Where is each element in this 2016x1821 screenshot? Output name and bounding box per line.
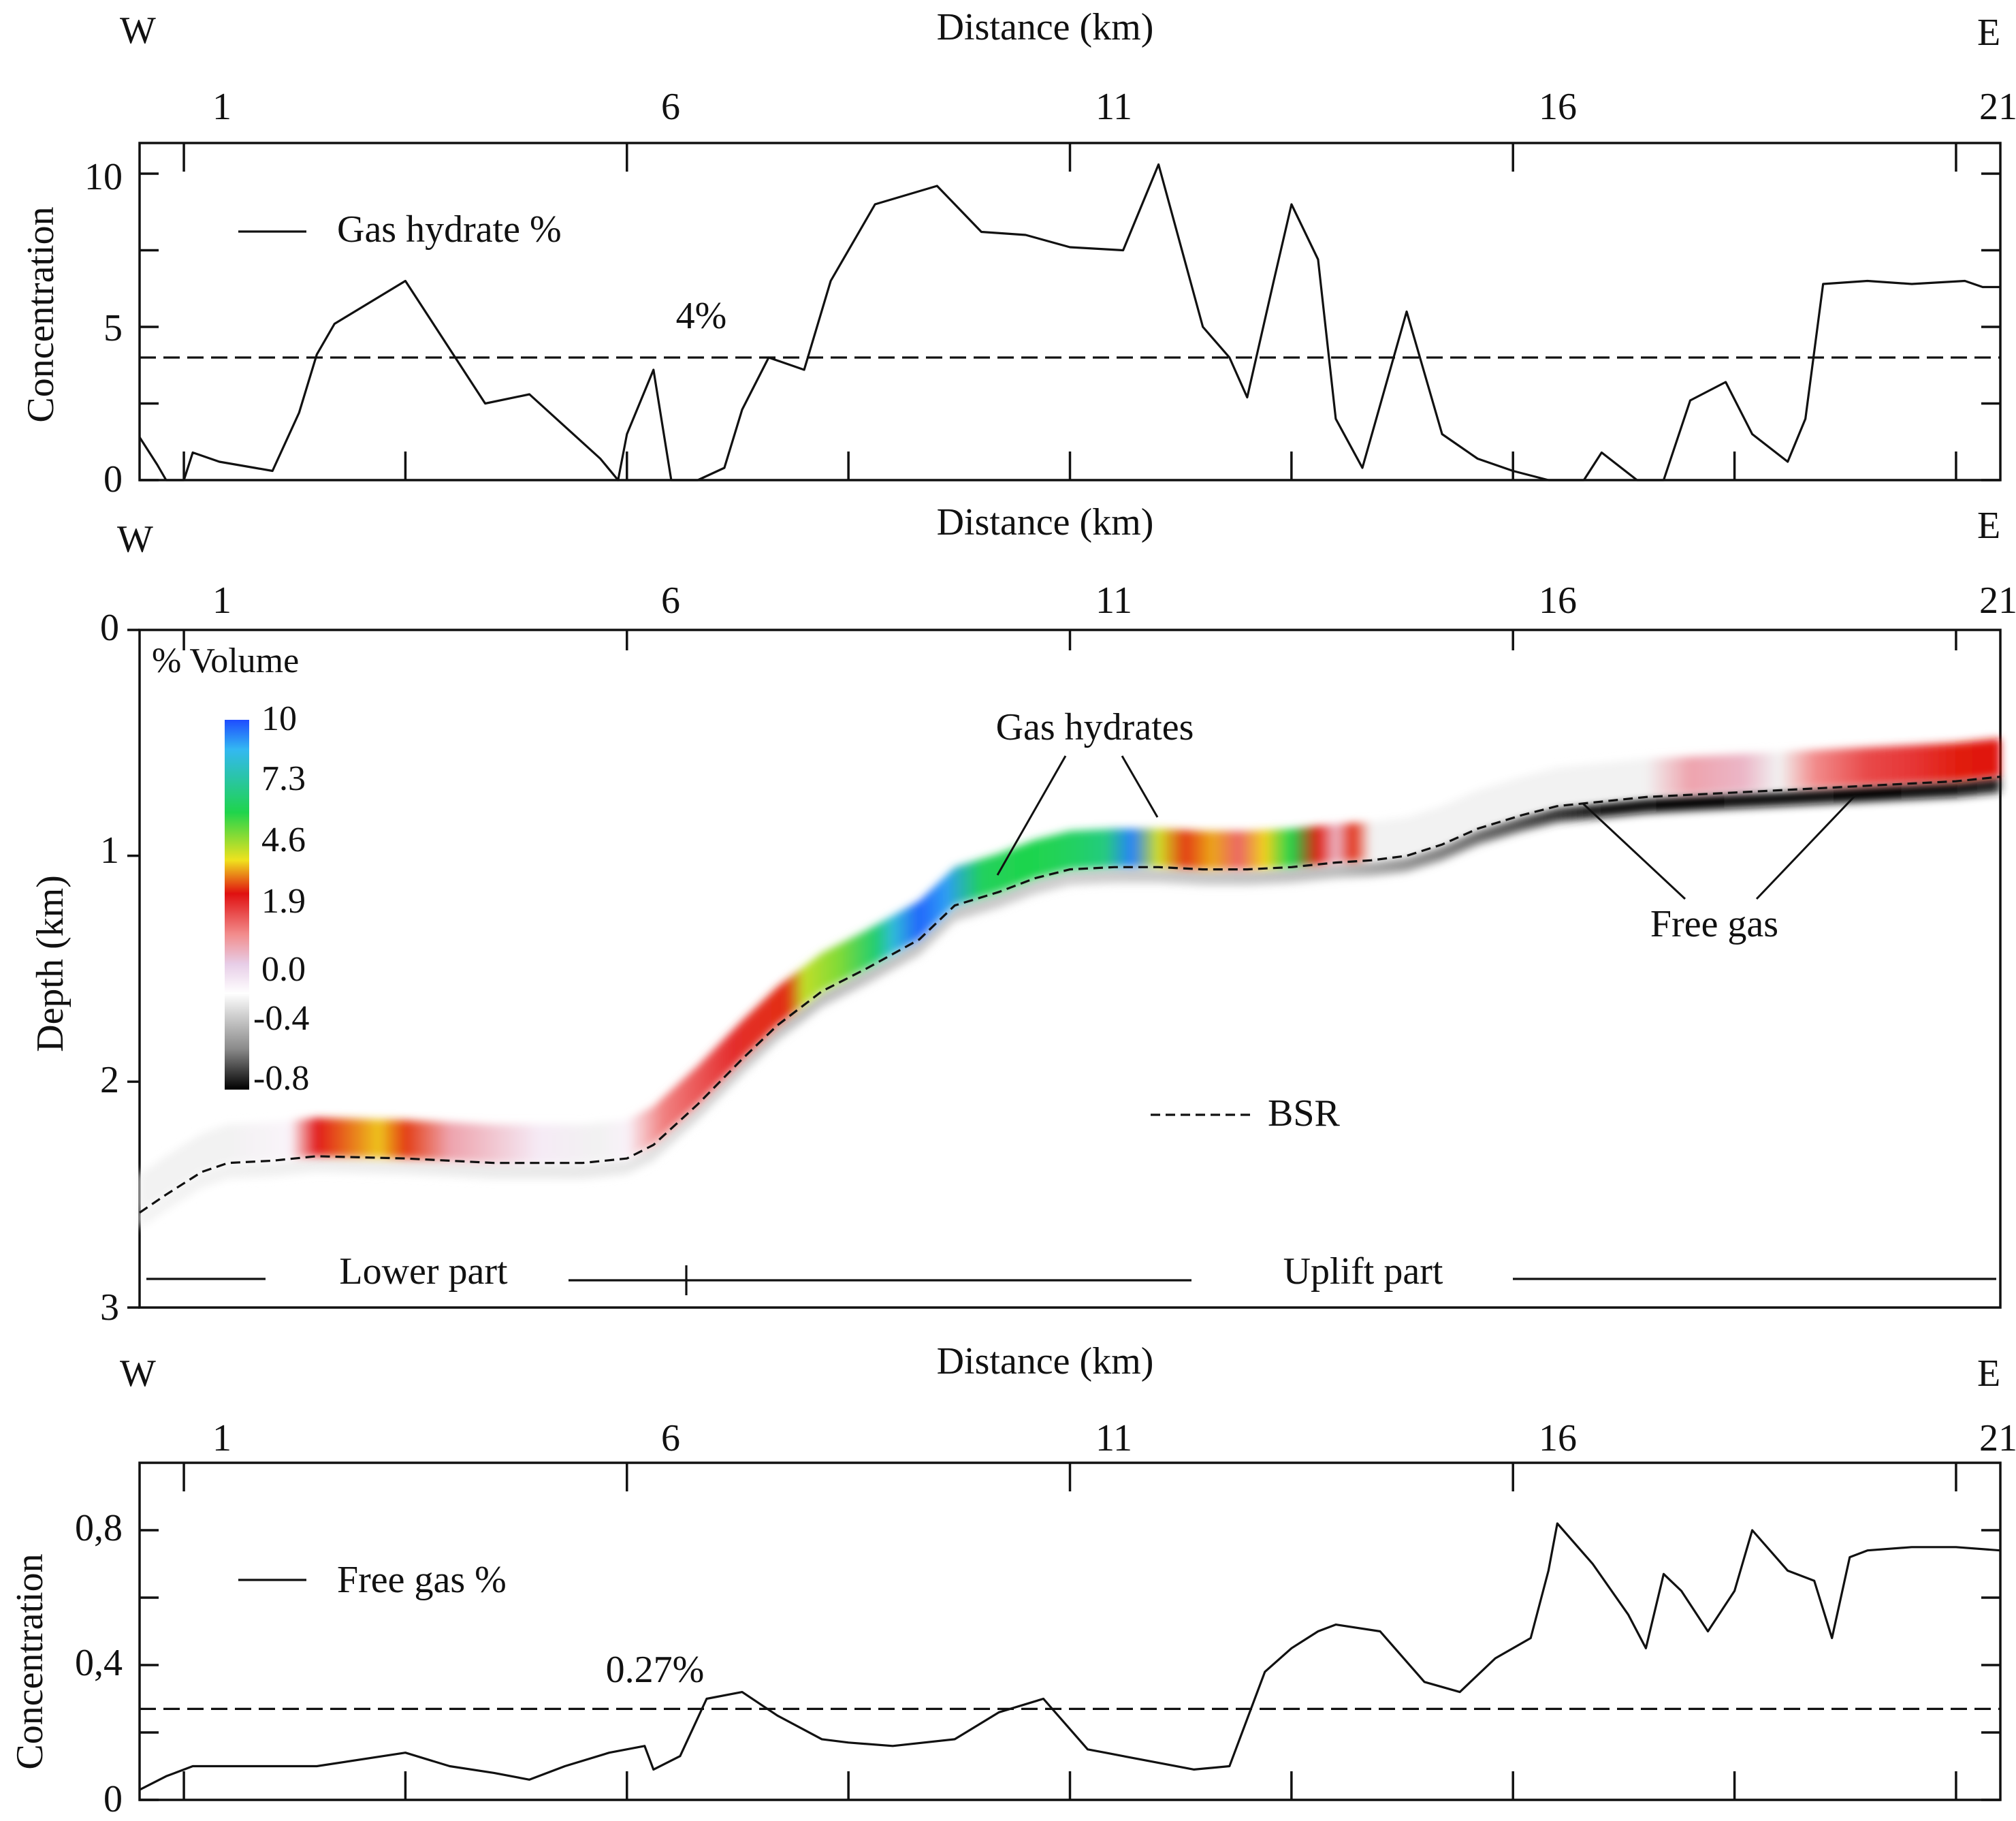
panel3-plot-frame bbox=[138, 1461, 2002, 1801]
panel1-legend-label: Gas hydrate % bbox=[337, 208, 562, 251]
panel3-xtick-label: 1 bbox=[212, 1417, 231, 1459]
panel3-legend: Free gas % bbox=[238, 1559, 507, 1601]
colorbar-tick-label: 1.9 bbox=[261, 882, 306, 921]
panel2-axis-ticks bbox=[127, 629, 1957, 1309]
panel2-west-label: W bbox=[117, 518, 153, 560]
panel3-reference-label: 0.27% bbox=[606, 1649, 705, 1691]
panel3-ytick-label: 0,4 bbox=[75, 1642, 123, 1684]
free-gas-label: Free gas bbox=[1650, 903, 1778, 945]
gas-hydrates-leader bbox=[996, 755, 1067, 876]
colorbar-tick-label: 0.0 bbox=[261, 950, 306, 989]
gas-hydrates-annotation: Gas hydrates bbox=[996, 706, 1194, 876]
panel1-xtick-label: 6 bbox=[661, 86, 680, 128]
gas-hydrates-label: Gas hydrates bbox=[996, 706, 1194, 748]
panel3-xtick-label: 21 bbox=[1979, 1417, 2016, 1459]
panel3-xtick-label: 6 bbox=[661, 1417, 680, 1459]
bsr-line bbox=[139, 776, 2001, 1214]
colorbar-tick-labels: 10 7.3 4.6 1.9 0.0 -0.4 -0.8 bbox=[253, 699, 309, 1098]
panel2-ytick-label: 1 bbox=[100, 829, 119, 872]
panel2-xtick-label: 16 bbox=[1539, 580, 1577, 622]
panel3-x-tick-labels: 1 6 11 16 21 bbox=[212, 1417, 2016, 1459]
gas-hydrates-leader bbox=[1121, 755, 1159, 818]
panel1-y-tick-labels: 0 5 10 bbox=[84, 156, 123, 501]
free-gas-leader bbox=[1755, 794, 1857, 900]
panel3-ylabel: Concentration bbox=[9, 1553, 51, 1769]
panel-volume-section: W E Distance (km) 1 6 11 16 21 Depth (km… bbox=[29, 501, 2016, 1329]
panel1-ytick-label: 10 bbox=[84, 156, 123, 198]
panel1-reference-label: 4% bbox=[676, 295, 727, 337]
panel1-x-tick-labels: 1 6 11 16 21 bbox=[212, 86, 2016, 128]
panel3-ytick-label: 0 bbox=[103, 1778, 123, 1820]
bsr-legend-label: BSR bbox=[1268, 1092, 1340, 1135]
panel-gas-hydrate: W E Distance (km) 1 6 11 16 21 Concentra… bbox=[20, 6, 2016, 501]
panel2-xtick-label: 6 bbox=[661, 580, 680, 622]
panel3-xtick-label: 11 bbox=[1095, 1417, 1132, 1459]
part-markers: Lower part Uplift part bbox=[146, 1250, 1996, 1295]
panel1-ytick-label: 5 bbox=[103, 307, 123, 349]
panel3-y-tick-labels: 0 0,4 0,8 bbox=[75, 1507, 123, 1820]
colorbar bbox=[225, 720, 249, 1090]
gas-hydrate-band bbox=[140, 738, 2000, 1213]
panel3-xtick-label: 16 bbox=[1539, 1417, 1577, 1459]
colorbar-tick-label: 7.3 bbox=[261, 759, 306, 798]
panel1-xtick-label: 21 bbox=[1979, 86, 2016, 128]
panel1-xtick-label: 1 bbox=[212, 86, 231, 128]
lower-part-label: Lower part bbox=[339, 1250, 508, 1293]
panel3-xlabel: Distance (km) bbox=[937, 1340, 1154, 1382]
panel1-west-label: W bbox=[120, 10, 156, 52]
colorbar-tick-label: 4.6 bbox=[261, 821, 306, 859]
panel1-axis-ticks bbox=[140, 143, 2000, 481]
panel3-free-gas-line bbox=[139, 1522, 2001, 1791]
colorbar-tick-label: -0.8 bbox=[253, 1059, 309, 1098]
panel2-ytick-label: 2 bbox=[100, 1059, 119, 1101]
panel1-xlabel: Distance (km) bbox=[937, 6, 1154, 48]
panel2-y-tick-labels: 0 1 2 3 bbox=[100, 607, 119, 1329]
free-gas-leader bbox=[1582, 802, 1686, 900]
panel3-legend-label: Free gas % bbox=[337, 1559, 507, 1601]
free-gas-annotation: Free gas bbox=[1582, 794, 1857, 945]
panel3-axis-ticks bbox=[140, 1463, 2000, 1801]
panel-free-gas: W E Distance (km) 1 6 11 16 21 Concentra… bbox=[9, 1340, 2016, 1820]
panel2-xlabel: Distance (km) bbox=[937, 501, 1154, 543]
panel3-east-label: E bbox=[1977, 1352, 2000, 1395]
panel2-ytick-label: 3 bbox=[100, 1286, 119, 1329]
panel2-xtick-label: 21 bbox=[1979, 580, 2016, 622]
colorbar-tick-label: -0.4 bbox=[253, 999, 309, 1038]
panel1-plot-frame bbox=[138, 142, 2002, 481]
uplift-part-label: Uplift part bbox=[1283, 1250, 1443, 1293]
panel2-x-tick-labels: 1 6 11 16 21 bbox=[212, 580, 2016, 622]
panel2-xtick-label: 1 bbox=[212, 580, 231, 622]
panel2-plot-frame bbox=[138, 629, 2002, 1309]
panel1-legend: Gas hydrate % bbox=[238, 208, 562, 251]
panel1-ytick-label: 0 bbox=[103, 458, 123, 501]
bsr-legend: BSR bbox=[1151, 1092, 1340, 1135]
panel1-east-label: E bbox=[1977, 12, 2000, 54]
panel1-xtick-label: 11 bbox=[1095, 86, 1132, 128]
colorbar-title: % Volume bbox=[152, 642, 299, 680]
section-data-layers bbox=[139, 738, 2001, 1229]
panel2-ytick-label: 0 bbox=[100, 607, 119, 649]
panel1-ylabel: Concentration bbox=[20, 206, 62, 422]
colorbar-tick-label: 10 bbox=[261, 699, 297, 738]
panel3-ytick-label: 0,8 bbox=[75, 1507, 123, 1549]
panel1-gas-hydrate-line bbox=[138, 163, 2000, 481]
panel2-ylabel: Depth (km) bbox=[29, 875, 71, 1052]
panel2-east-label: E bbox=[1977, 505, 2000, 547]
panel1-xtick-label: 16 bbox=[1539, 86, 1577, 128]
panel3-west-label: W bbox=[120, 1352, 156, 1395]
panel2-xtick-label: 11 bbox=[1095, 580, 1132, 622]
